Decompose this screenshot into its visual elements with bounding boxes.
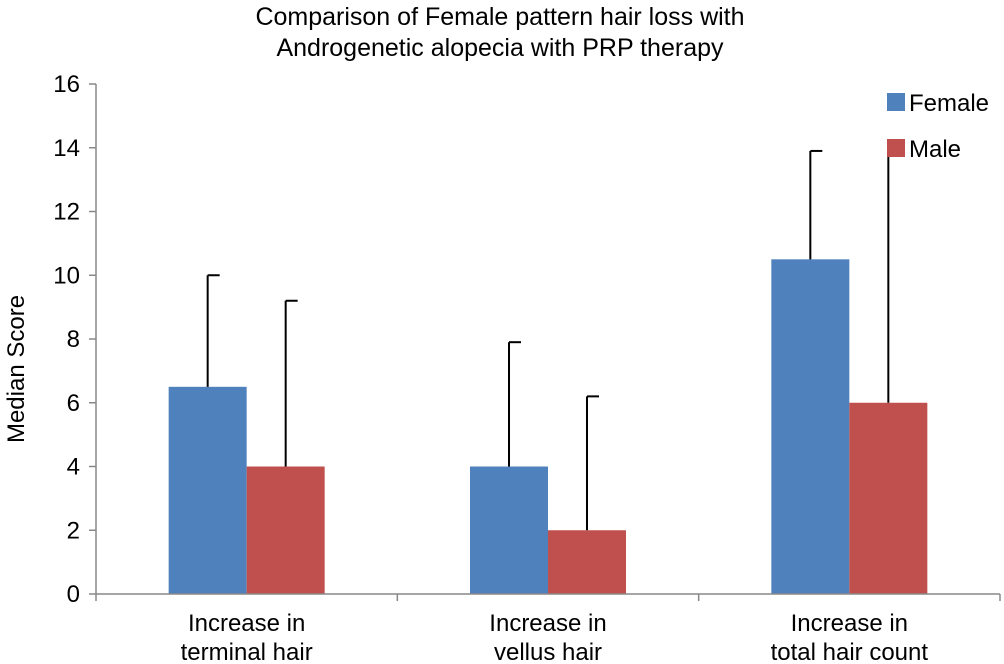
y-axis-ticks: 0 2 4 6 8 10 12 14 16	[53, 71, 96, 608]
chart-title-line-1: Comparison of Female pattern hair loss w…	[255, 3, 744, 31]
x-category-label: Increase in	[791, 610, 908, 637]
bar-female-3	[771, 259, 850, 594]
legend-swatch-male	[887, 139, 905, 157]
bar-male-1	[246, 466, 325, 594]
x-category-label: terminal hair	[181, 639, 313, 664]
error-bars	[206, 143, 901, 531]
y-tick-label: 6	[67, 390, 80, 417]
y-tick-label: 8	[67, 326, 80, 353]
chart-title-line-2: Androgenetic alopecia with PRP therapy	[276, 34, 724, 62]
y-tick-label: 14	[53, 135, 80, 162]
y-tick-label: 4	[67, 454, 80, 481]
legend: Female Male	[887, 90, 989, 163]
y-axis-label: Median Score	[3, 295, 30, 443]
x-category-label: total hair count	[771, 639, 929, 664]
x-category-label: vellus hair	[494, 639, 602, 664]
bar-female-2	[470, 466, 548, 594]
legend-label-female: Female	[909, 90, 989, 117]
y-tick-label: 12	[53, 199, 80, 226]
y-tick-label: 0	[67, 581, 80, 608]
bars	[168, 259, 928, 594]
legend-swatch-female	[887, 93, 905, 111]
chart-title: Comparison of Female pattern hair loss w…	[255, 3, 744, 62]
bar-male-2	[548, 530, 626, 594]
y-tick-label: 10	[53, 262, 80, 289]
bar-female-1	[168, 386, 247, 594]
x-category-label: Increase in	[188, 610, 305, 637]
x-category-label: Increase in	[489, 610, 606, 637]
axes	[95, 84, 1000, 595]
y-tick-label: 2	[67, 517, 80, 544]
bar-male-3	[849, 402, 928, 594]
y-tick-label: 16	[53, 71, 80, 98]
legend-label-male: Male	[909, 136, 961, 163]
